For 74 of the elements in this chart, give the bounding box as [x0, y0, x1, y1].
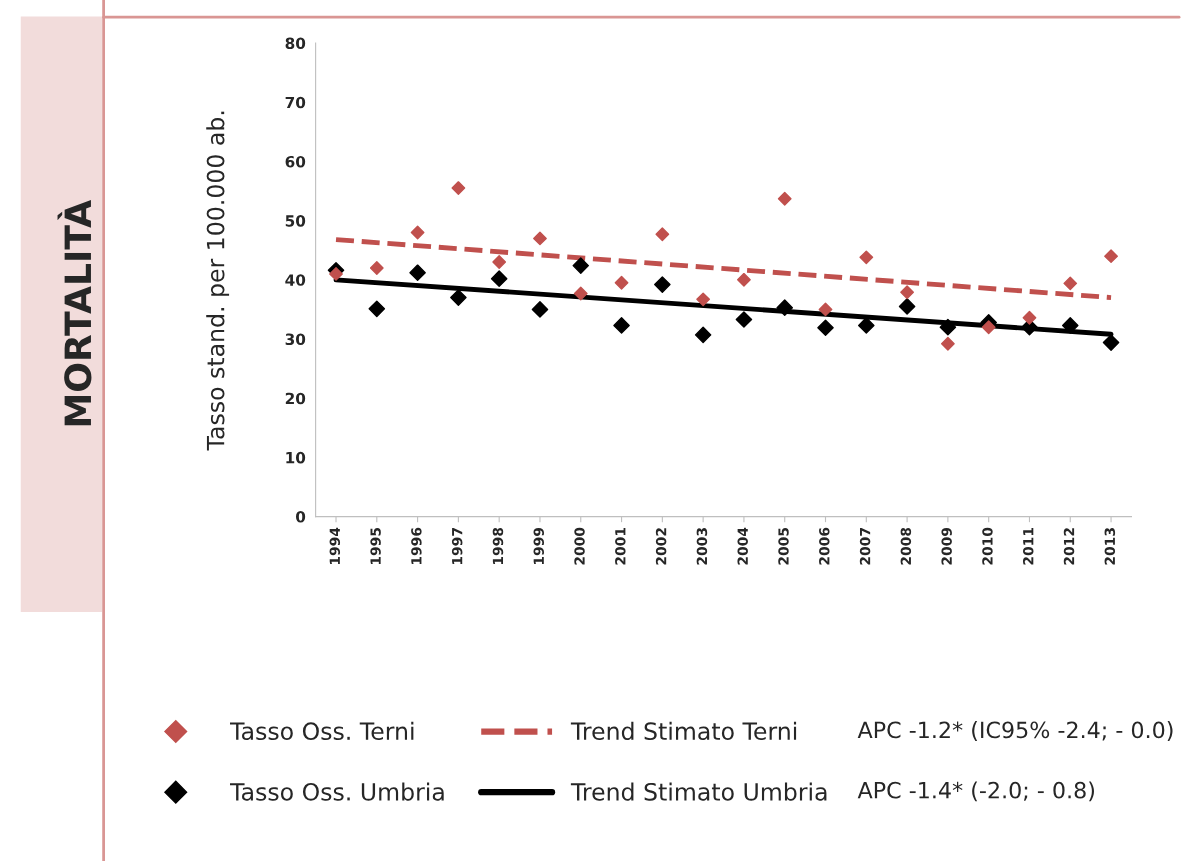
point — [981, 320, 996, 335]
y-axis-title: Tasso stand. per 100.000 ab. — [206, 111, 230, 451]
point — [818, 302, 833, 317]
point — [737, 272, 751, 287]
point — [451, 181, 466, 195]
point — [940, 336, 955, 351]
point — [654, 276, 671, 293]
point — [368, 300, 386, 318]
point — [817, 319, 834, 337]
x-tick-label: 2002 — [655, 528, 667, 565]
x-tick-label: 2013 — [1104, 528, 1116, 565]
x-tick-label: 2011 — [1022, 527, 1034, 565]
point — [572, 257, 590, 274]
point — [573, 286, 588, 301]
point — [1102, 334, 1120, 351]
x-tick-label: 2005 — [778, 527, 789, 565]
legend-label: Tasso Oss. Umbria — [230, 782, 444, 801]
point — [1063, 276, 1078, 291]
point — [490, 270, 508, 287]
legend-label: Trend Stimato Terni — [570, 721, 797, 741]
x-tick-label: 1999 — [533, 527, 544, 565]
text: APC -1.2* (IC95% -2.4; - 0.0) — [857, 721, 1173, 741]
point — [613, 317, 630, 334]
x-tick-label: 2009 — [941, 527, 952, 565]
text: APC -1.4* (-2.0; - 0.8) — [857, 781, 1094, 802]
point — [735, 311, 753, 328]
point — [450, 289, 467, 306]
y-tick-label: 0 — [295, 511, 306, 523]
y-tick-label: 60 — [285, 155, 306, 168]
point — [694, 326, 712, 344]
point — [492, 255, 507, 269]
point — [369, 261, 384, 275]
y-tick-label: 70 — [285, 96, 306, 109]
x-tick-label: 1994 — [329, 527, 341, 565]
x-tick-label: 1998 — [492, 527, 504, 565]
point — [858, 317, 875, 334]
point — [533, 231, 547, 246]
x-tick-label: 2007 — [859, 528, 871, 565]
point — [655, 227, 670, 242]
point — [410, 225, 425, 240]
legend-label: Trend Stimato Umbria — [570, 782, 827, 801]
x-tick-label: 2012 — [1063, 528, 1075, 565]
x-tick-label: 2001 — [615, 527, 626, 565]
point — [1022, 310, 1037, 325]
x-tick-label: 2010 — [982, 527, 993, 565]
x-tick-label: 2000 — [574, 527, 585, 565]
x-tick-label: 2003 — [696, 528, 708, 565]
y-tick-label: 80 — [285, 37, 306, 50]
y-tick-label: 20 — [285, 392, 306, 405]
point — [898, 298, 916, 315]
point — [409, 264, 426, 282]
point — [1061, 317, 1079, 334]
point — [1104, 249, 1118, 264]
point — [531, 301, 549, 318]
x-tick-label: 1995 — [370, 527, 381, 565]
y-tick-label: 50 — [285, 215, 306, 227]
point — [776, 299, 794, 316]
point — [777, 191, 792, 206]
x-tick-label: 2006 — [819, 527, 830, 565]
point — [614, 275, 629, 290]
x-tick-label: 1996 — [411, 527, 422, 565]
text: MORTALITÀ — [57, 200, 92, 426]
point — [900, 285, 915, 300]
point — [859, 250, 874, 265]
x-tick-label: 2008 — [900, 527, 912, 565]
point — [329, 266, 343, 281]
x-tick-label: 2004 — [737, 527, 748, 565]
x-tick-label: 1997 — [451, 528, 463, 565]
legend-label: Tasso Oss. Terni — [230, 721, 414, 741]
y-tick-label: 10 — [286, 451, 306, 464]
y-tick-label: 40 — [285, 274, 306, 286]
y-tick-label: 30 — [285, 333, 306, 346]
point — [696, 292, 711, 307]
point — [939, 318, 957, 336]
